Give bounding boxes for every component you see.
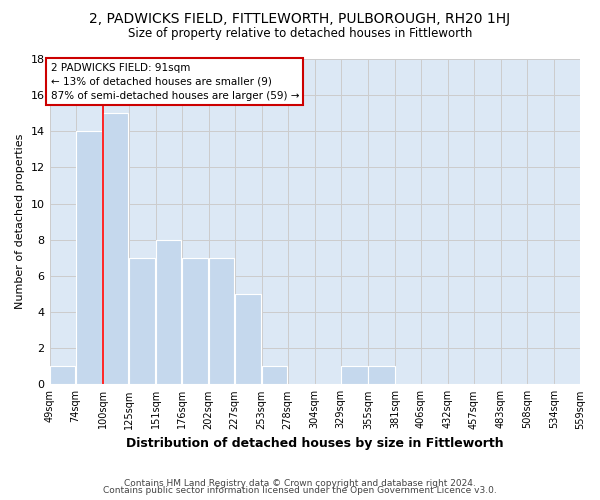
Bar — [76, 132, 103, 384]
Bar — [262, 366, 287, 384]
X-axis label: Distribution of detached houses by size in Fittleworth: Distribution of detached houses by size … — [126, 437, 503, 450]
Bar — [156, 240, 181, 384]
Text: Contains public sector information licensed under the Open Government Licence v3: Contains public sector information licen… — [103, 486, 497, 495]
Bar — [103, 113, 128, 384]
Text: 2, PADWICKS FIELD, FITTLEWORTH, PULBOROUGH, RH20 1HJ: 2, PADWICKS FIELD, FITTLEWORTH, PULBOROU… — [89, 12, 511, 26]
Text: 2 PADWICKS FIELD: 91sqm
← 13% of detached houses are smaller (9)
87% of semi-det: 2 PADWICKS FIELD: 91sqm ← 13% of detache… — [50, 62, 299, 100]
Bar — [209, 258, 235, 384]
Text: Size of property relative to detached houses in Fittleworth: Size of property relative to detached ho… — [128, 28, 472, 40]
Bar — [129, 258, 155, 384]
Bar — [341, 366, 368, 384]
Bar — [182, 258, 208, 384]
Bar — [235, 294, 262, 384]
Text: Contains HM Land Registry data © Crown copyright and database right 2024.: Contains HM Land Registry data © Crown c… — [124, 478, 476, 488]
Bar — [50, 366, 75, 384]
Bar — [368, 366, 395, 384]
Y-axis label: Number of detached properties: Number of detached properties — [15, 134, 25, 310]
